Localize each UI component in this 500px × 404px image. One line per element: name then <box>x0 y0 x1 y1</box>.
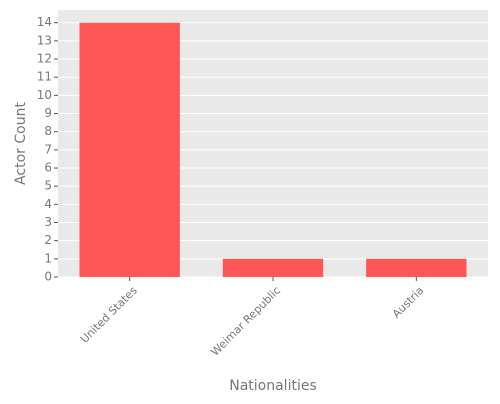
x-tick-label-united-states: United States <box>78 284 140 346</box>
y-tick-label-10: 10 <box>37 88 52 102</box>
y-tick-label-4: 4 <box>44 197 52 211</box>
y-tick-label-2: 2 <box>44 233 52 247</box>
y-tick-label-9: 9 <box>44 106 52 120</box>
bar-united-states <box>79 22 180 278</box>
x-axis-ticks: United States Weimar Republic Austria <box>78 277 427 359</box>
x-tick-label-austria: Austria <box>390 284 427 321</box>
y-tick-label-6: 6 <box>44 161 52 175</box>
y-tick-label-14: 14 <box>37 15 52 29</box>
y-axis-title: Actor Count <box>13 102 29 185</box>
bars <box>79 22 467 278</box>
x-tick-label-weimar-republic: Weimar Republic <box>208 284 283 359</box>
y-tick-label-7: 7 <box>44 142 52 156</box>
y-tick-label-0: 0 <box>44 270 52 284</box>
y-tick-label-5: 5 <box>44 179 52 193</box>
y-tick-label-8: 8 <box>44 124 52 138</box>
y-tick-label-3: 3 <box>44 215 52 229</box>
y-tick-label-12: 12 <box>37 52 52 66</box>
y-tick-label-13: 13 <box>37 33 52 47</box>
bar-weimar-republic <box>222 258 324 277</box>
y-tick-label-1: 1 <box>44 251 52 265</box>
bar-austria <box>366 258 467 277</box>
x-axis-title: Nationalities <box>229 378 317 394</box>
y-tick-label-11: 11 <box>37 70 52 84</box>
